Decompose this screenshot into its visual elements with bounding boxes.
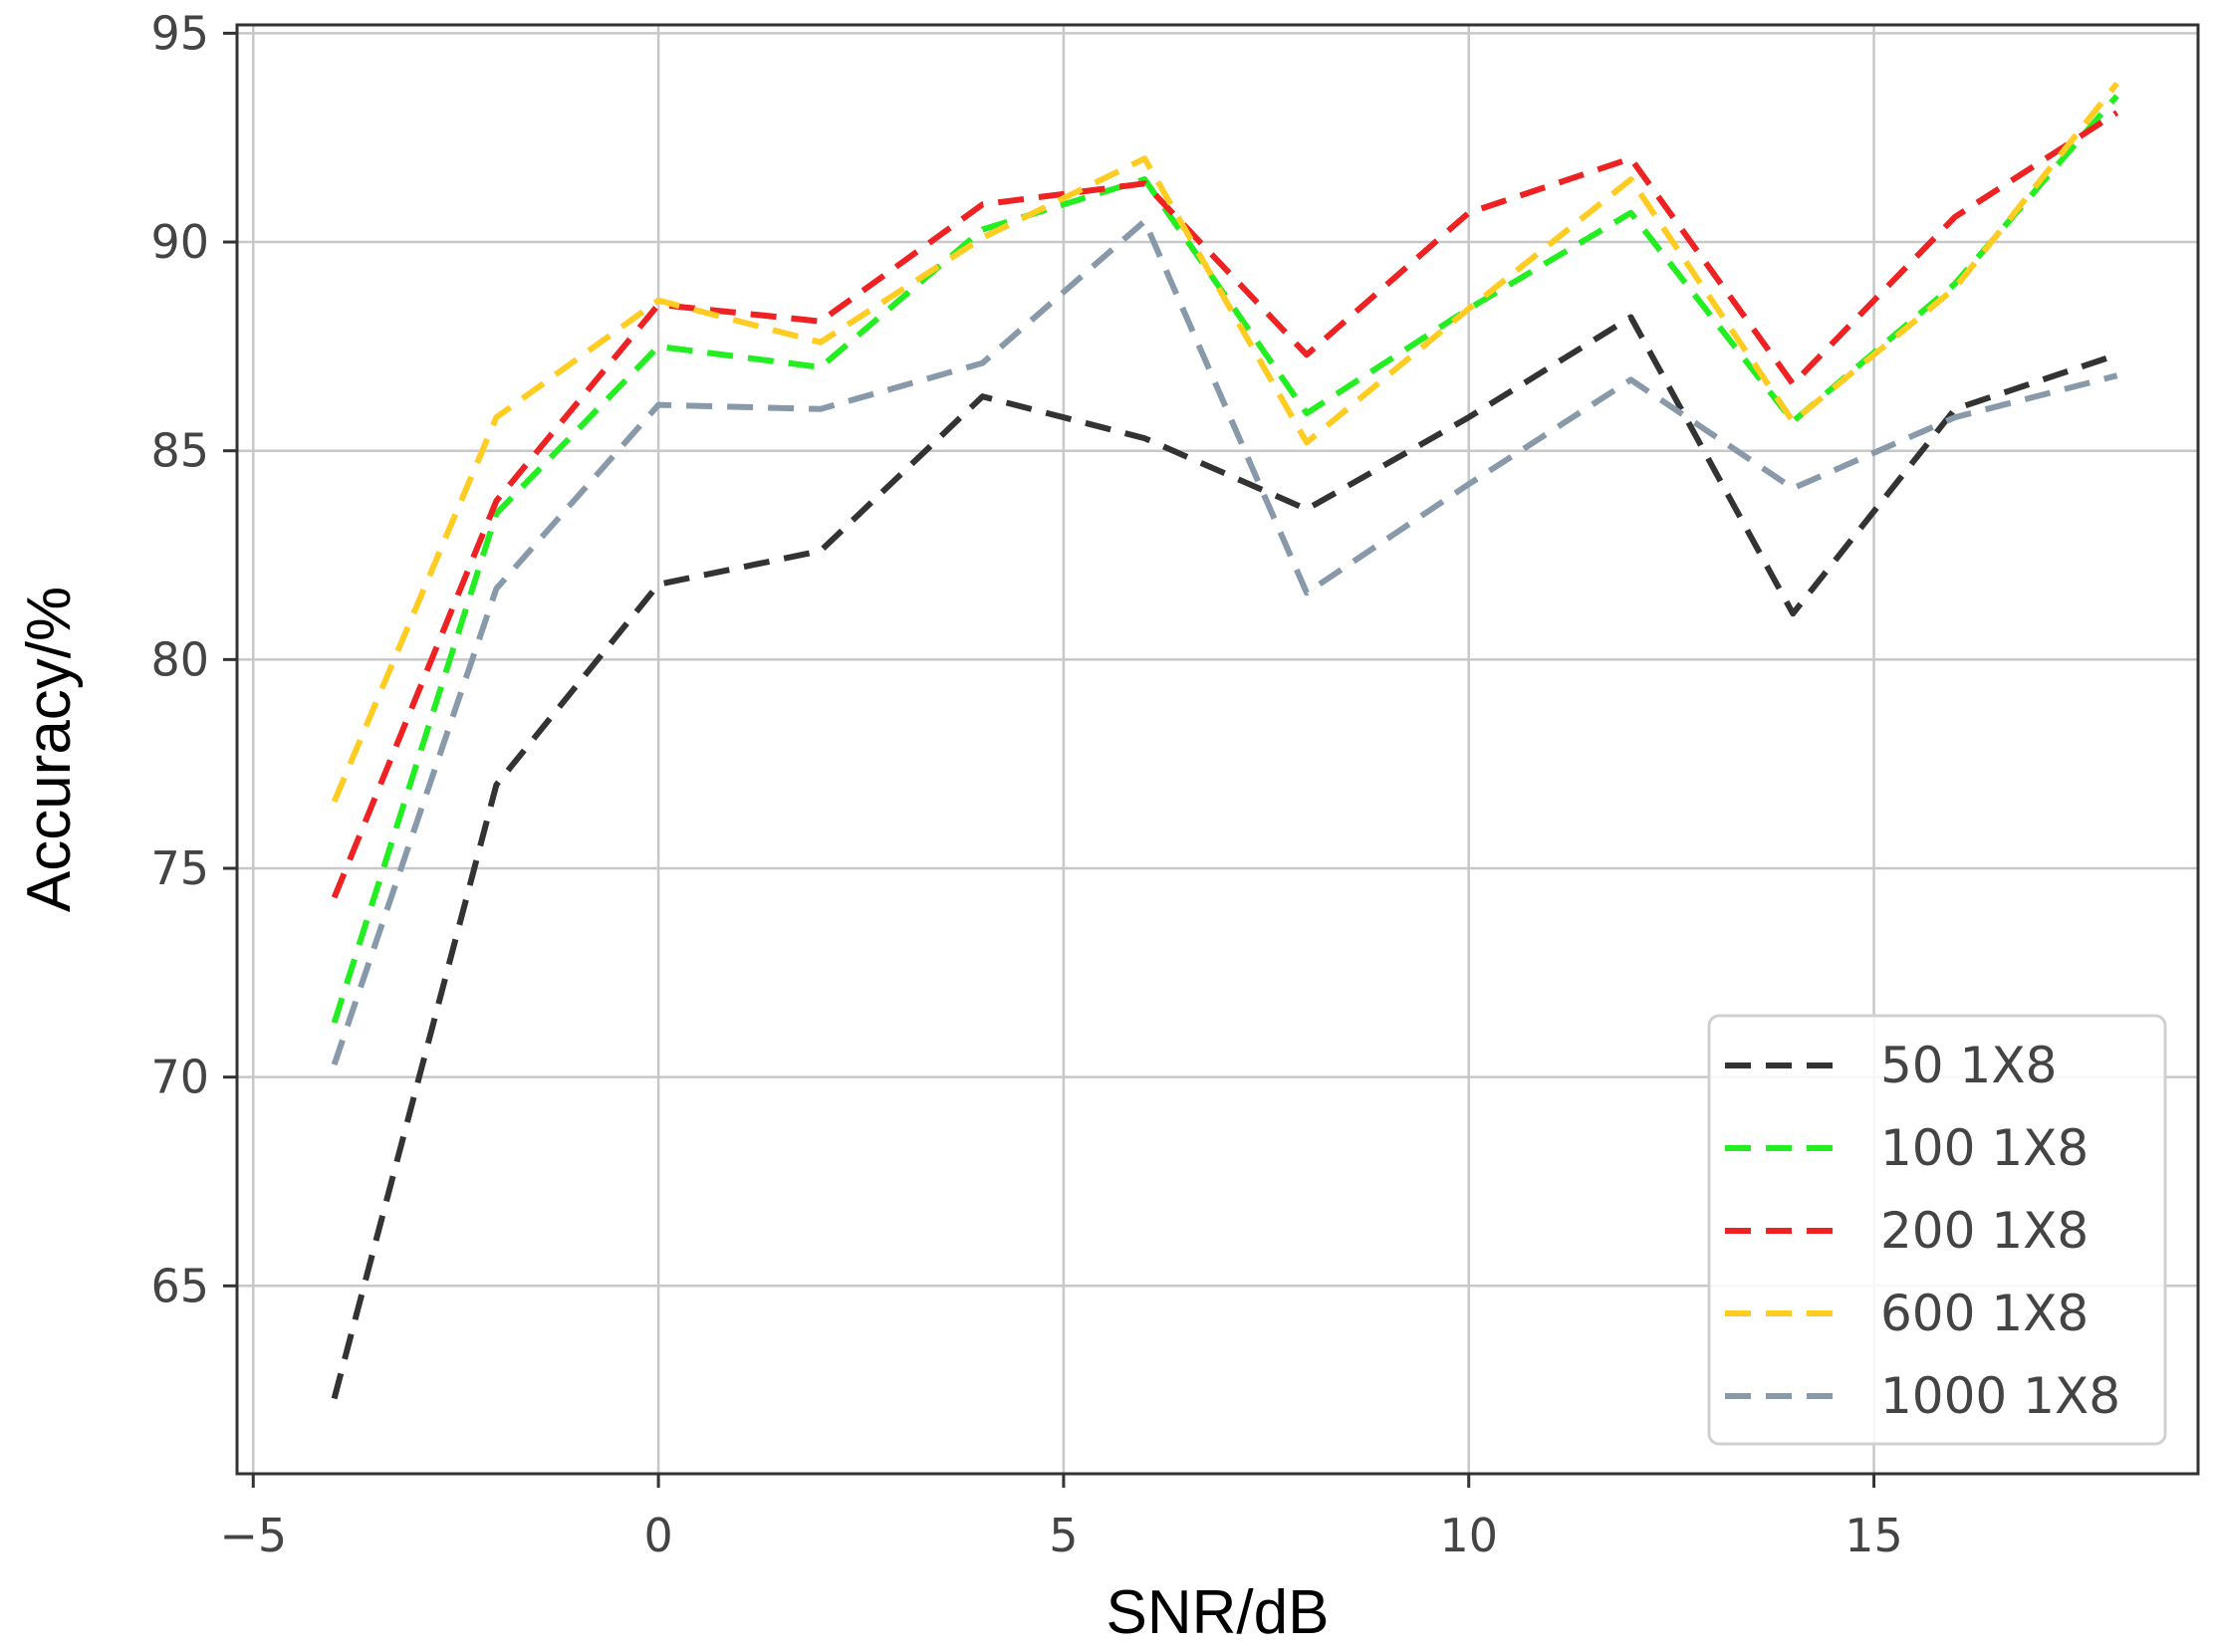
y-tick-label: 85	[150, 424, 209, 478]
legend-label: 1000 1X8	[1880, 1367, 2120, 1425]
legend-label: 100 1X8	[1880, 1119, 2089, 1177]
y-tick-label: 70	[150, 1051, 209, 1104]
axis-ticks: −5 0 5 10 15 65 70 75 80 85 90 95	[150, 6, 1902, 1562]
legend-box	[1707, 1014, 2167, 1446]
y-axis-label: Accuracy/%	[15, 587, 84, 912]
y-tick-label: 75	[150, 841, 209, 895]
series-line	[331, 218, 2118, 1066]
legend-label: 600 1X8	[1880, 1285, 2089, 1342]
plot-area-frame	[235, 23, 2200, 1476]
legend: 50 1X8 100 1X8 200 1X8 600 1X8 1000 1X8	[1707, 1014, 2167, 1446]
y-tick-label: 90	[150, 215, 209, 269]
y-tick-label: 95	[150, 6, 209, 60]
x-tick-label: 0	[643, 1509, 672, 1562]
series-line	[331, 81, 2119, 804]
x-tick-label: −5	[219, 1509, 287, 1562]
series-line	[331, 314, 2118, 1400]
legend-label: 200 1X8	[1880, 1202, 2089, 1260]
x-axis-label: SNR/dB	[1106, 1578, 1330, 1647]
x-tick-label: 5	[1049, 1509, 1078, 1562]
series-lines	[331, 81, 2119, 1400]
legend-label: 50 1X8	[1880, 1037, 2057, 1094]
y-tick-label: 65	[150, 1259, 209, 1312]
series-line	[331, 110, 2119, 899]
y-tick-label: 80	[150, 632, 209, 686]
x-tick-label: 10	[1439, 1509, 1498, 1562]
series-line	[331, 94, 2119, 1025]
x-tick-label: 15	[1844, 1509, 1903, 1562]
